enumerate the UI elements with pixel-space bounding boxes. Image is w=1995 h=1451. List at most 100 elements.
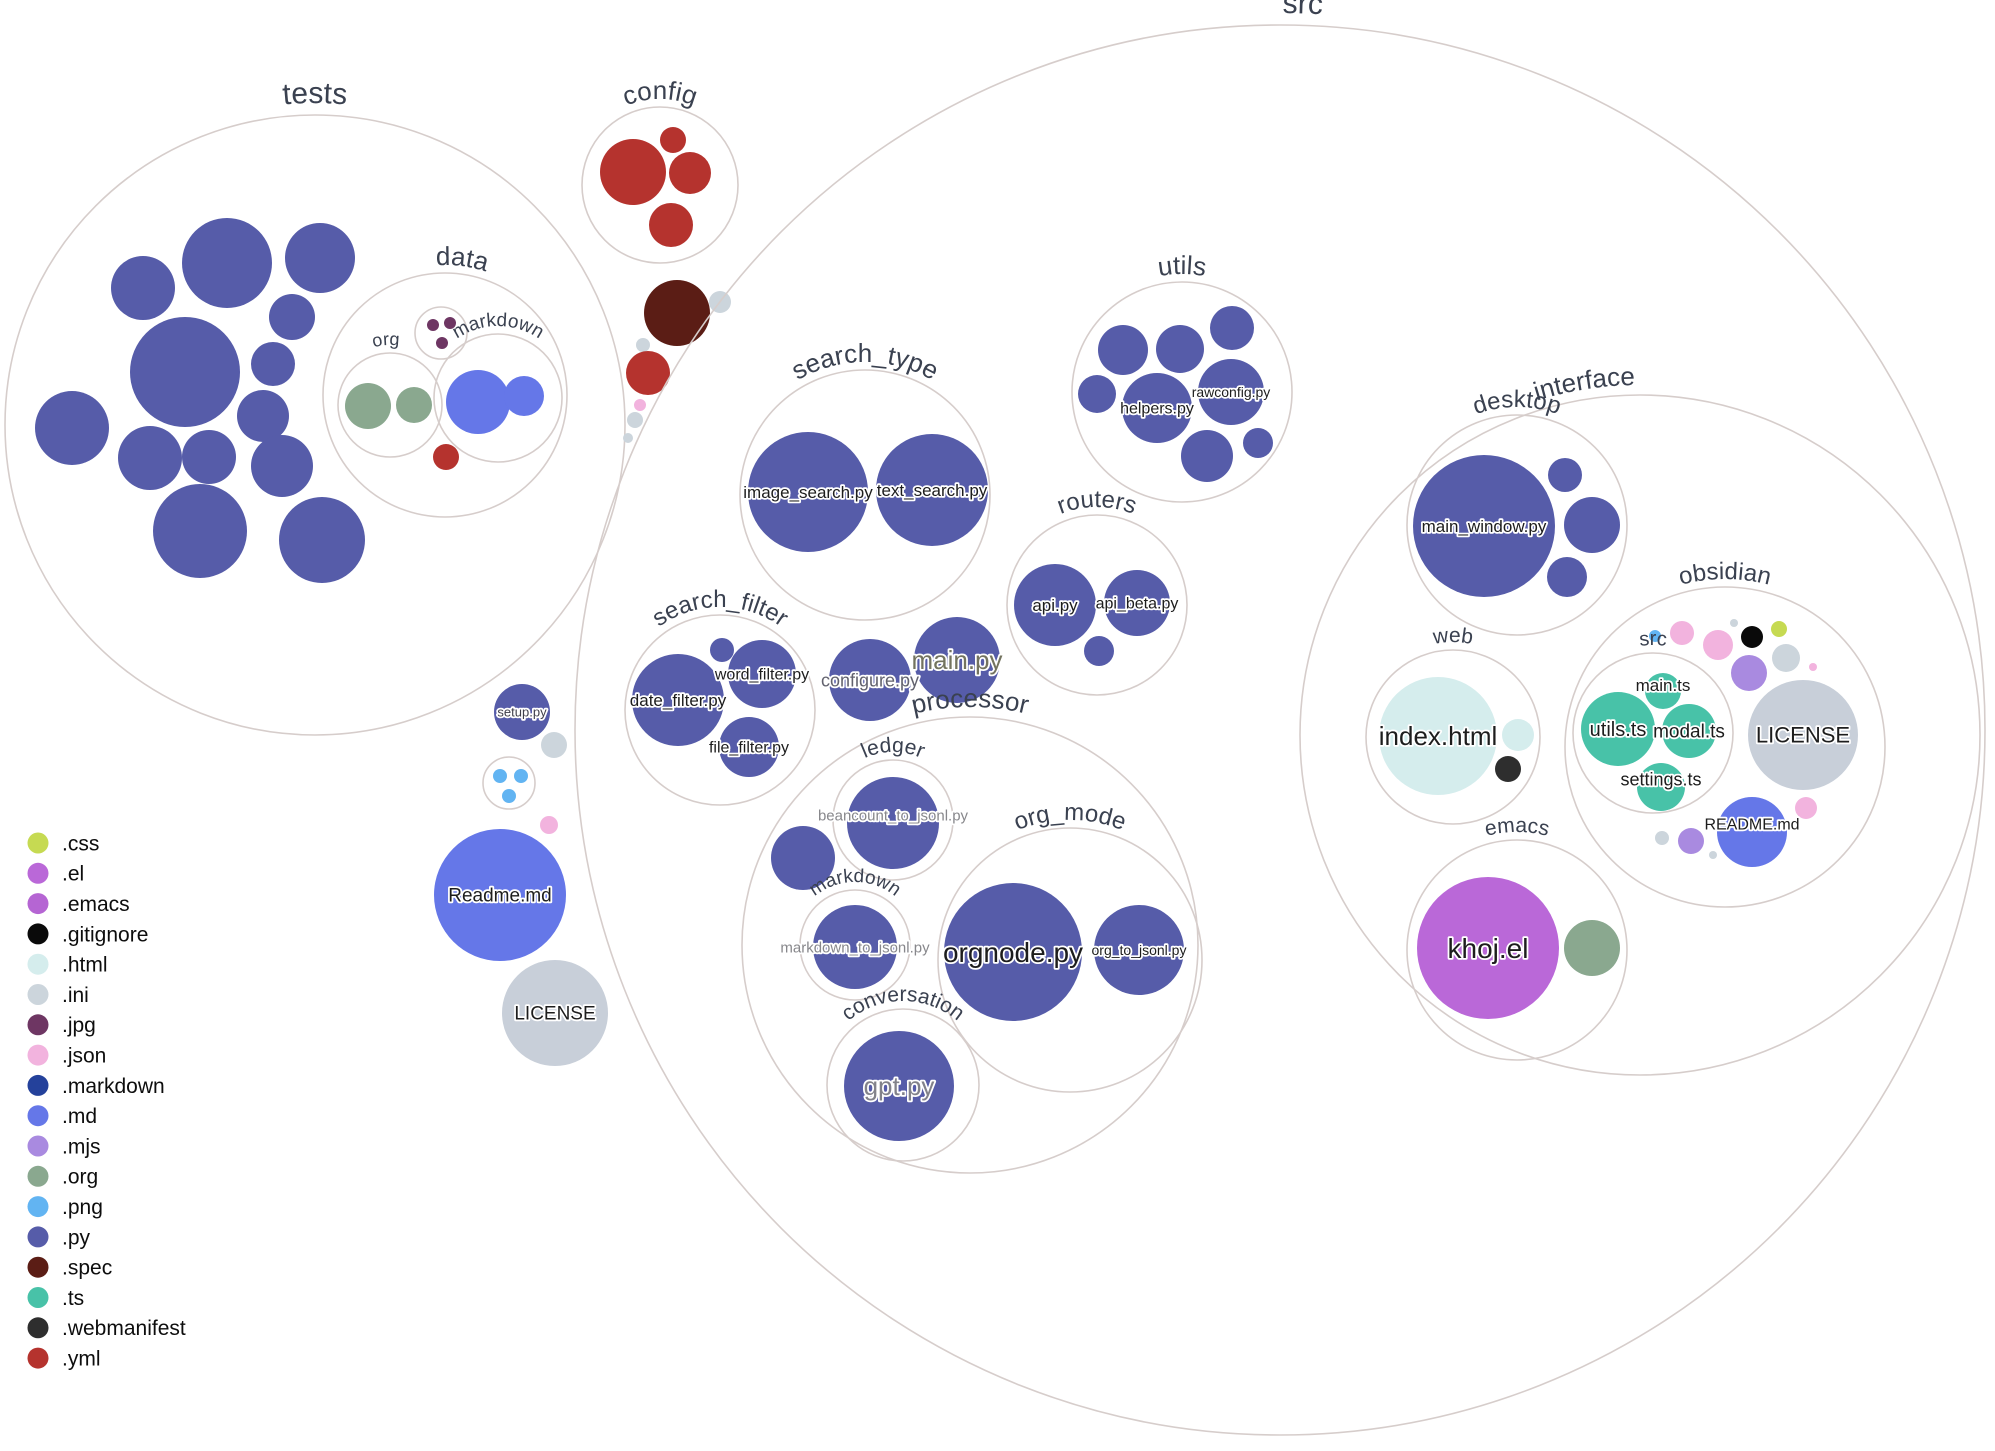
legend-dot-emacs <box>27 893 49 915</box>
file-data-md-1 <box>446 370 510 434</box>
file-image-search-py <box>748 432 868 552</box>
file-obs-ini-1 <box>1730 619 1738 627</box>
dir-org-mode-label: org_mode <box>1010 799 1130 836</box>
legend-dot-yml <box>27 1347 49 1369</box>
dir-obsidian-src-label-text: src <box>1638 628 1668 651</box>
file-obs-ini-3 <box>1655 831 1669 845</box>
file-config-yml-1 <box>600 139 666 205</box>
legend-dot-webmanifest <box>27 1317 49 1339</box>
file-routers-py <box>1084 636 1114 666</box>
file-helpers-py-label: helpers.py <box>1120 401 1194 418</box>
dir-search-filter-label-text: search_filter <box>647 586 793 632</box>
dir-desktop <box>1406 414 1628 636</box>
legend-dot-py <box>27 1226 49 1248</box>
file-utils-ts <box>1581 692 1655 766</box>
legend-label-json: .json <box>62 1044 106 1067</box>
dir-org-mode-label-text: org_mode <box>1010 799 1130 836</box>
legend-label-html: .html <box>62 954 108 977</box>
dir-conversation-label: conversation <box>837 983 968 1025</box>
legend-dot-gitignore <box>27 923 49 945</box>
file-config-yml-4 <box>649 203 693 247</box>
legend-label-el: .el <box>62 863 84 886</box>
dir-data-label-text: data <box>436 241 493 277</box>
dir-emacs <box>1406 839 1628 1061</box>
labels-layer: tests data org markdown config setup.py Readme… <box>281 0 1852 1103</box>
dir-obsidian-src <box>1572 652 1734 814</box>
legend-dot-markdown <box>27 1074 49 1096</box>
file-api-py-label: api.py <box>1032 596 1078 615</box>
legend-dot-ts <box>27 1287 49 1308</box>
file-jpg-2 <box>444 317 456 329</box>
file-png-2 <box>514 769 528 783</box>
dir-obsidian-label-text: obsidian <box>1676 558 1774 591</box>
file-tests-py-13 <box>279 497 365 583</box>
file-main-py-label: main.py <box>911 645 1002 675</box>
dir-web-label: web <box>1431 624 1475 649</box>
legend-label-gitignore: .gitignore <box>62 923 148 946</box>
dir-ledger <box>832 759 954 881</box>
legend-label-webmanifest: .webmanifest <box>62 1317 186 1340</box>
legend-label-spec: .spec <box>62 1257 112 1280</box>
dir-config <box>581 106 739 264</box>
dir-data-org-label: org <box>370 329 400 351</box>
dir-utils-label-text: utils <box>1156 250 1209 282</box>
file-markdown-to-jsonl-py-label: markdown_to_jsonl.py <box>780 939 930 956</box>
file-modal-ts <box>1662 704 1716 758</box>
file-processor-py <box>771 826 835 890</box>
file-utils-ts-label: utils.ts <box>1590 719 1647 741</box>
dir-utils-label: utils <box>1156 250 1209 282</box>
legend-label-py: .py <box>62 1226 91 1249</box>
file-root-ini-3 <box>627 412 643 428</box>
file-readme-obsidian-label: README.md <box>1704 817 1799 834</box>
legend-label-ts: .ts <box>62 1287 84 1310</box>
file-word-filter-py <box>728 640 796 708</box>
file-main-window-py-label: main_window.py <box>1422 517 1547 536</box>
dir-search-type-label-text: search_type <box>786 338 944 386</box>
dir-obsidian-label: obsidian <box>1676 558 1774 591</box>
file-api-beta-py <box>1104 570 1170 636</box>
file-readme-obsidian <box>1717 797 1787 867</box>
file-word-filter-py-label: word_filter.py <box>714 667 809 684</box>
file-png-3 <box>502 789 516 803</box>
file-tests-py-5 <box>130 317 240 427</box>
file-web-html <box>1502 719 1534 751</box>
legend-label-org: .org <box>62 1166 98 1189</box>
dir-data-markdown <box>433 333 563 463</box>
file-khoj-el <box>1417 877 1559 1019</box>
file-root-json-2 <box>540 816 558 834</box>
dir-routers <box>1006 514 1188 696</box>
dir-data-jpg <box>414 306 468 360</box>
file-obs-mjs-1 <box>1731 655 1767 691</box>
file-jpg-1 <box>427 319 439 331</box>
dir-ledger-label: ledger <box>858 734 928 763</box>
legend-dot-ini <box>27 984 49 1005</box>
file-utils-py-3 <box>1210 306 1254 350</box>
dir-search-filter-label: search_filter <box>647 586 793 632</box>
file-date-filter-py <box>632 654 724 746</box>
file-api-py <box>1014 564 1096 646</box>
file-tests-py-8 <box>35 391 109 465</box>
legend-dot-png <box>27 1196 49 1218</box>
file-khoj-el-label: khoj.el <box>1448 933 1529 964</box>
file-setup-py-label: setup.py <box>497 705 547 720</box>
dir-data-markdown-label: markdown <box>449 310 548 343</box>
legend-label-css: .css <box>62 832 99 855</box>
dir-interface <box>1299 394 1981 1076</box>
file-org-1 <box>345 383 391 429</box>
dir-tests-label: tests <box>281 77 348 112</box>
file-orgnode-py <box>944 883 1082 1021</box>
file-rawconfig-py <box>1198 359 1264 425</box>
file-rawconfig-py-label: rawconfig.py <box>1192 384 1271 400</box>
file-text-search-py <box>876 434 988 546</box>
legend-dot-json <box>27 1044 49 1066</box>
dir-emacs-label-text: emacs <box>1483 814 1552 841</box>
file-index-html <box>1379 677 1497 795</box>
dir-src <box>574 24 1986 1436</box>
dir-web-label-text: web <box>1431 624 1475 649</box>
legend: .css .el .emacs .gitignore .html .ini .jpg .jso… <box>27 832 186 1370</box>
file-orgnode-py-label: orgnode.py <box>943 937 1083 968</box>
file-obs-ini-4 <box>1709 851 1717 859</box>
dir-ledger-label-text: ledger <box>858 734 928 763</box>
file-config-yml-3 <box>669 152 711 194</box>
